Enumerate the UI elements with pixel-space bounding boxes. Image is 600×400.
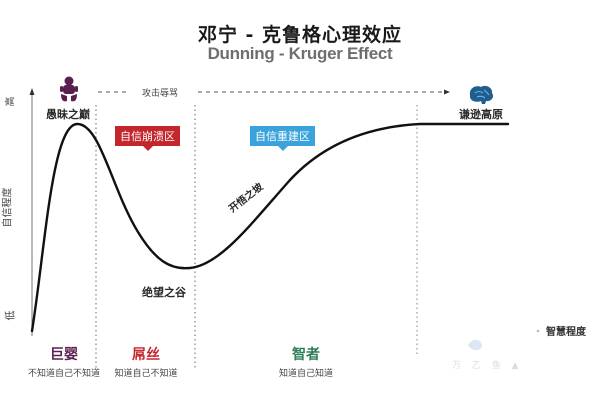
stage-giant-baby: 巨婴 不知道自己不知道: [9, 344, 119, 379]
confidence-curve: [30, 122, 510, 333]
stage-name: 巨婴: [50, 347, 78, 363]
stage-loser: 屌丝 知道自己不知道: [91, 344, 201, 379]
y-axis-low-label: 低: [5, 310, 17, 321]
y-axis-high-label: 高: [5, 96, 17, 107]
stage-desc: 知道自己知道: [278, 369, 333, 379]
valley-label: 绝望之谷: [142, 286, 186, 299]
stage-desc: 知道自己不知道: [114, 369, 178, 379]
title-chinese: 邓宁 - 克鲁格心理效应: [197, 24, 403, 46]
watermark-logo: [468, 339, 482, 351]
collapse-zone-badge: 自信崩溃区: [115, 126, 180, 151]
title-english: Dunning - Kruger Effect: [207, 44, 393, 63]
y-axis: [29, 88, 35, 336]
attack-arrow-label: 攻击辱骂: [142, 89, 179, 99]
stage-wise: 智者 知道自己知道: [251, 344, 361, 379]
plateau-label: 谦逊高原: [459, 108, 503, 121]
x-axis-label: 智慧程度: [546, 327, 586, 338]
watermark-text: 万 乙 鱼 ▲: [452, 361, 523, 371]
brain-icon: [469, 85, 494, 104]
x-axis: [24, 329, 540, 333]
stage-name: 屌丝: [132, 347, 160, 363]
rebuild-zone-badge: 自信重建区: [250, 126, 315, 151]
baby-icon: [60, 76, 78, 102]
y-axis-label: 自信程度: [2, 187, 14, 228]
peak-label: 愚昧之巅: [46, 108, 90, 121]
stage-dividers: [95, 105, 418, 370]
stage-name: 智者: [292, 347, 320, 363]
arrow-head: [444, 89, 450, 95]
stage-desc: 不知道自己不知道: [27, 369, 100, 379]
